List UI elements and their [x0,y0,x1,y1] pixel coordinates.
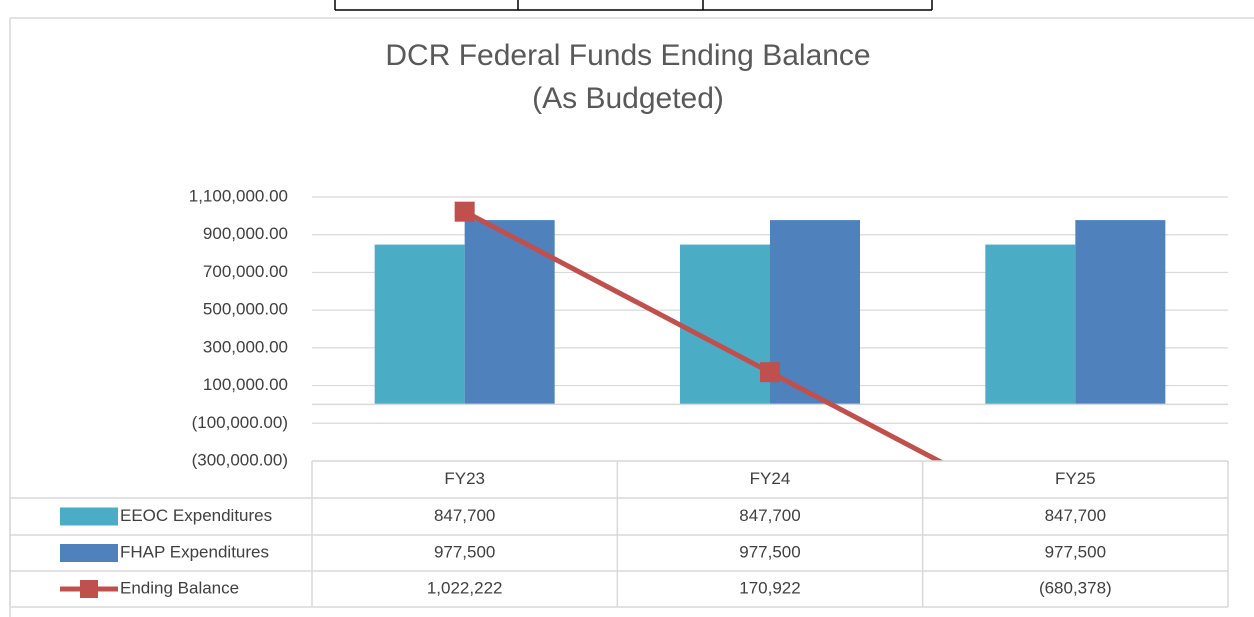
x-tick-label: FY25 [1055,469,1096,488]
bar [374,244,465,405]
data-label: 1,022,222 [427,578,503,597]
legend-label: EEOC Expenditures [120,506,272,525]
y-tick-label: (300,000.00) [192,450,288,469]
y-tick-label: 700,000.00 [203,262,288,281]
y-tick-label: 900,000.00 [203,224,288,243]
data-label: 847,700 [1045,506,1106,525]
data-label: (680,378) [1039,578,1112,597]
chart-title: (As Budgeted) [532,82,724,115]
legend-key [80,580,98,598]
bar [464,220,555,405]
x-tick-label: FY24 [750,469,791,488]
chart-title: DCR Federal Funds Ending Balance [385,39,870,72]
bar [1075,220,1166,405]
legend-label: FHAP Expenditures [120,542,269,561]
legend-label: Ending Balance [120,578,239,597]
data-label: 847,700 [434,506,495,525]
legend-key [60,544,118,562]
data-label: 170,922 [739,578,800,597]
bar [985,244,1076,405]
x-tick-label: FY23 [444,469,485,488]
y-tick-label: 1,100,000.00 [189,186,288,205]
line-marker [760,362,780,383]
y-tick-label: (100,000.00) [192,413,288,432]
data-label: 977,500 [434,542,495,561]
line-marker [1065,523,1085,543]
line-marker [454,201,475,222]
data-label: 847,700 [739,506,800,525]
line-layer [454,201,1085,543]
data-label: 977,500 [1045,542,1106,561]
bar [680,244,770,405]
y-tick-label: 500,000.00 [203,300,288,319]
top-table-fragment [334,0,933,11]
y-tick-label: 100,000.00 [203,375,288,394]
bar [770,220,860,405]
legend-key [60,507,118,526]
data-label: 977,500 [739,542,800,561]
y-tick-label: 300,000.00 [203,337,288,356]
